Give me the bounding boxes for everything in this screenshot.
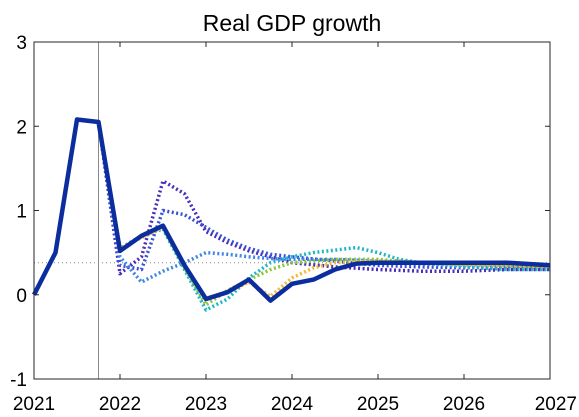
- series-line-4: [96, 121, 550, 312]
- series-line-main: [31, 117, 551, 303]
- series-line-3: [96, 121, 551, 284]
- series-line-1: [96, 121, 550, 276]
- y-tick-label: -1: [10, 370, 27, 391]
- series-line-5: [96, 121, 551, 307]
- y-tick-label: 3: [16, 33, 27, 54]
- x-tick-label: 2024: [271, 394, 314, 415]
- x-tick-label: 2027: [535, 394, 577, 415]
- x-tick-label: 2023: [185, 394, 227, 415]
- x-tick-label: 2022: [99, 394, 141, 415]
- x-tick-label: 2026: [443, 394, 485, 415]
- y-tick-label: 1: [16, 202, 27, 223]
- x-tick-label: 2025: [357, 394, 399, 415]
- y-tick-label: 0: [16, 286, 27, 307]
- series-line-2: [96, 121, 550, 272]
- y-tick-label: 2: [16, 117, 27, 138]
- x-tick-label: 2021: [13, 394, 55, 415]
- chart-title: Real GDP growth: [203, 10, 382, 36]
